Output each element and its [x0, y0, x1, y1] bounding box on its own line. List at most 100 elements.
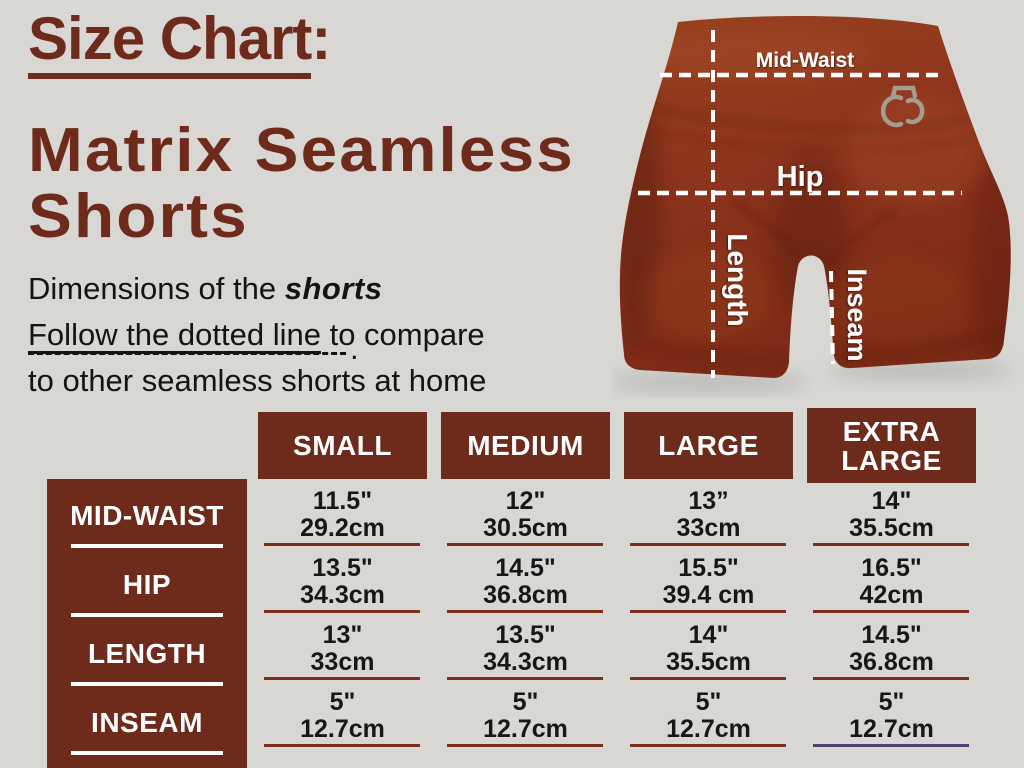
cell-cm-value: 36.8cm — [483, 581, 568, 609]
cell-cm-value: 33cm — [310, 648, 375, 676]
cell-length-small: 13" 33cm — [258, 615, 427, 682]
cell-length-large: 14" 35.5cm — [624, 615, 793, 682]
cell-cm-value: 12.7cm — [300, 715, 385, 743]
row-label-length: LENGTH — [47, 617, 247, 686]
cell-cm-value: 12.7cm — [666, 715, 751, 743]
cell-cm-value: 12.7cm — [483, 715, 568, 743]
cell-hip-small: 13.5" 34.3cm — [258, 548, 427, 615]
cell-cm-value: 30.5cm — [483, 514, 568, 542]
cell-inches-value: 13” — [688, 487, 729, 515]
cell-inches-value: 15.5" — [678, 554, 739, 582]
cell-length-extra-large: 14.5" 36.8cm — [807, 615, 976, 682]
length-label: Length — [722, 233, 753, 326]
cell-inches-value: 5" — [878, 688, 905, 716]
hip-label: Hip — [777, 161, 824, 193]
cell-inches-value: 11.5" — [312, 487, 373, 515]
cell-inches-value: 5" — [695, 688, 722, 716]
cell-hip-extra-large: 16.5" 42cm — [807, 548, 976, 615]
size-table-column-headers: SMALL MEDIUM LARGE EXTRA LARGE — [258, 408, 976, 483]
cell-underline — [264, 610, 420, 613]
cell-mid-waist-large: 13” 33cm — [624, 481, 793, 548]
cell-hip-large: 15.5" 39.4 cm — [624, 548, 793, 615]
cell-inseam-small: 5" 12.7cm — [258, 682, 427, 749]
cell-inseam-extra-large: 5" 12.7cm — [807, 682, 976, 749]
cell-inches-value: 14" — [871, 487, 912, 515]
cell-underline — [813, 610, 969, 613]
dotted-line-phrase: Follow the dotted line — [28, 317, 321, 352]
cell-inches-value: 12" — [505, 487, 546, 515]
cell-underline — [630, 610, 786, 613]
cell-underline — [447, 744, 603, 747]
cell-underline — [264, 744, 420, 747]
cell-inseam-large: 5" 12.7cm — [624, 682, 793, 749]
description-line-3: to other seamless shorts at home — [28, 363, 487, 398]
inseam-line — [829, 270, 835, 365]
row-label-hip: HIP — [47, 548, 247, 617]
size-table-row-labels: MID-WAIST HIP LENGTH INSEAM — [47, 479, 247, 768]
cell-underline — [447, 543, 603, 546]
row-label-mid-waist: MID-WAIST — [47, 479, 247, 548]
cell-inches-value: 5" — [512, 688, 539, 716]
mid-waist-label: Mid-Waist — [756, 49, 854, 72]
title-underlined-text: Size Chart — [28, 5, 312, 79]
cell-inches-value: 13.5" — [495, 621, 556, 649]
cell-cm-value: 42cm — [859, 581, 924, 609]
cell-underline — [264, 543, 420, 546]
cell-inches-value: 5" — [329, 688, 356, 716]
cell-cm-value: 39.4 cm — [662, 581, 755, 609]
cell-length-medium: 13.5" 34.3cm — [441, 615, 610, 682]
cell-underline — [813, 543, 969, 546]
cell-underline — [813, 677, 969, 680]
page-title: Size Chart: — [28, 4, 331, 79]
row-divider — [71, 613, 223, 617]
dashed-underline — [28, 352, 346, 355]
description-line-2: Follow the dotted line to compare. — [28, 312, 628, 366]
row-divider — [71, 544, 223, 548]
cell-inches-value: 14" — [688, 621, 729, 649]
column-header-medium: MEDIUM — [441, 412, 610, 479]
cell-inseam-medium: 5" 12.7cm — [441, 682, 610, 749]
cell-underline — [630, 543, 786, 546]
cell-inches-value: 14.5" — [495, 554, 556, 582]
cell-underline — [447, 677, 603, 680]
shorts-shading — [619, 29, 1011, 370]
cell-cm-value: 36.8cm — [849, 648, 934, 676]
cell-cm-value: 29.2cm — [300, 514, 385, 542]
cell-mid-waist-extra-large: 14" 35.5cm — [807, 481, 976, 548]
row-divider — [71, 751, 223, 755]
row-label-inseam: INSEAM — [47, 686, 247, 755]
product-description: Dimensions of the shorts Follow the dott… — [28, 266, 628, 404]
cell-cm-value: 35.5cm — [849, 514, 934, 542]
cell-cm-value: 33cm — [676, 514, 741, 542]
brand-logo-icon — [880, 85, 925, 128]
cell-cm-value: 35.5cm — [666, 648, 751, 676]
cell-underline — [447, 610, 603, 613]
cell-underline — [630, 744, 786, 747]
cell-hip-medium: 14.5" 36.8cm — [441, 548, 610, 615]
cell-mid-waist-medium: 12" 30.5cm — [441, 481, 610, 548]
cell-cm-value: 34.3cm — [300, 581, 385, 609]
cell-inches-value: 13.5" — [312, 554, 373, 582]
dashed-underline-period: . — [350, 331, 359, 366]
title-colon: : — [311, 5, 331, 72]
shorts-photo: Mid-Waist Hip Length Inseam — [612, 16, 1012, 392]
row-divider — [71, 682, 223, 686]
cell-inches-value: 13" — [322, 621, 363, 649]
cell-cm-value: 34.3cm — [483, 648, 568, 676]
size-table-cells: 11.5" 29.2cm 12" 30.5cm 13” 33cm 14" 35.5cm … — [258, 481, 976, 749]
column-header-small: SMALL — [258, 412, 427, 479]
cell-underline — [264, 677, 420, 680]
cell-underline — [630, 677, 786, 680]
cell-inches-value: 14.5" — [861, 621, 922, 649]
cell-underline-purple — [813, 744, 969, 747]
cell-inches-value: 16.5" — [861, 554, 922, 582]
inseam-label: Inseam — [842, 268, 872, 361]
column-header-extra-large: EXTRA LARGE — [807, 408, 976, 483]
product-title: Matrix Seamless Shorts — [28, 116, 575, 251]
cell-mid-waist-small: 11.5" 29.2cm — [258, 481, 427, 548]
cell-cm-value: 12.7cm — [849, 715, 934, 743]
shorts-emphasis: shorts — [284, 271, 383, 306]
description-line-1: Dimensions of the shorts — [28, 271, 383, 306]
column-header-large: LARGE — [624, 412, 793, 479]
